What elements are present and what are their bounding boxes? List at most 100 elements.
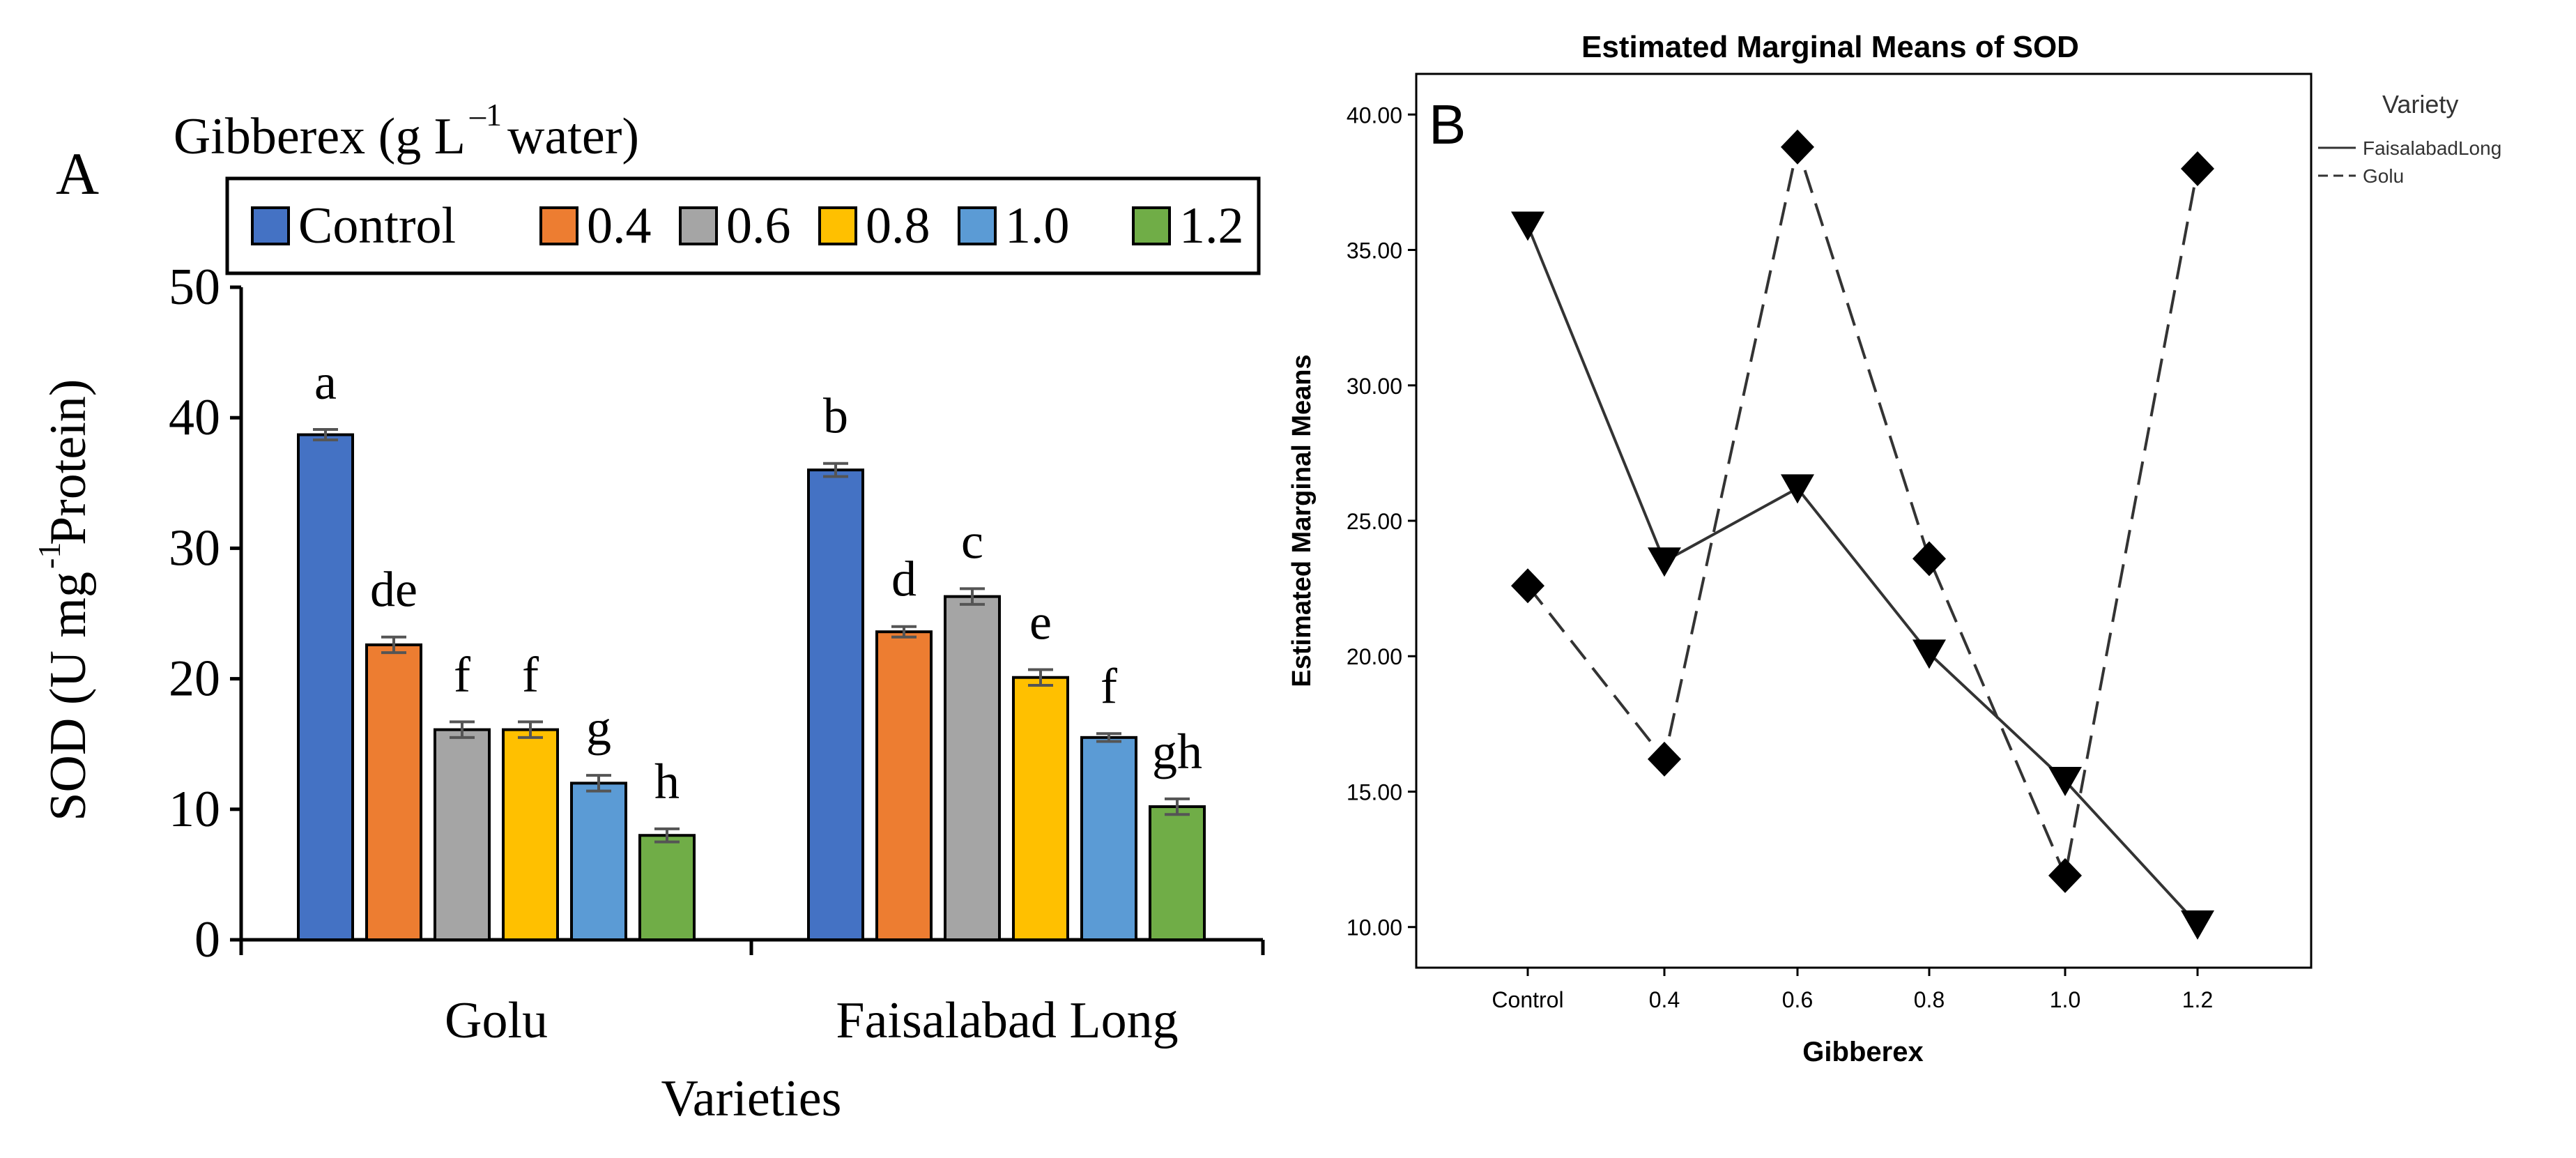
series-lines — [1511, 129, 2214, 940]
legend-label: Control — [298, 197, 456, 254]
y-tick-label: 50 — [169, 259, 220, 316]
y-tick-label: 40.00 — [1347, 102, 1402, 128]
error-bar — [960, 587, 985, 606]
y-tick-label: 35.00 — [1347, 238, 1402, 264]
x-tick-label: 1.0 — [2050, 987, 2080, 1012]
y-axis-ticks: 10.00 15.00 20.00 25.00 30.00 35.00 40.00 — [1347, 102, 1416, 940]
x-tick-label: 0.4 — [1649, 987, 1680, 1012]
significance-letter: b — [823, 388, 848, 444]
significance-letter: h — [654, 754, 680, 809]
y-axis-title: Estimated Marginal Means — [1287, 354, 1317, 687]
marker-diamond — [1912, 541, 1946, 577]
legend-label: Golu — [2363, 165, 2404, 187]
error-bar — [1028, 668, 1053, 687]
panel-a-bar-chart: A Gibberex (g L –1 water) Control 0.4 0.6 0… — [31, 97, 1265, 1127]
series-line-faisalabadlong — [1526, 224, 2199, 926]
bar — [944, 595, 1001, 941]
bar — [1149, 805, 1206, 942]
legend-label: 0.6 — [726, 197, 791, 254]
marker-diamond — [1648, 741, 1681, 777]
marker-triangle — [1511, 211, 1544, 241]
y-tick-label: 20.00 — [1347, 644, 1402, 669]
significance-letter: f — [454, 646, 470, 702]
legend-title: Gibberex (g L — [174, 108, 466, 165]
y-tick-label: 15.00 — [1347, 779, 1402, 805]
marker-triangle — [1912, 639, 1946, 669]
panel-b-label: B — [1429, 93, 1466, 155]
legend-entries: FaisalabadLong Golu — [2318, 137, 2501, 187]
x-axis-title: Varieties — [661, 1070, 842, 1127]
x-axis-ticks: Golu Faisalabad Long — [239, 940, 1265, 1049]
significance-letter: e — [1029, 594, 1052, 650]
y-tick-label: 0 — [194, 911, 220, 968]
bar — [502, 728, 559, 942]
bar — [434, 728, 491, 942]
y-tick-label: 10.00 — [1347, 915, 1402, 940]
marker-triangle — [1781, 474, 1814, 504]
legend-title: Variety — [2382, 90, 2458, 119]
error-bar — [823, 462, 848, 478]
x-tick-label: Control — [1492, 987, 1563, 1012]
bar — [1080, 736, 1137, 941]
y-tick-label: 30.00 — [1347, 374, 1402, 399]
legend-box — [225, 176, 1261, 275]
legend-label: FaisalabadLong — [2363, 137, 2501, 159]
legend-label: 0.4 — [587, 197, 652, 254]
x-axis-title: Gibberex — [1802, 1037, 1923, 1067]
error-bar — [1096, 732, 1121, 743]
error-bar — [518, 720, 543, 739]
plot-frame — [1415, 73, 2313, 969]
significance-letter: f — [1101, 658, 1117, 714]
legend-label: 1.2 — [1179, 197, 1244, 254]
y-tick-label: 20 — [169, 650, 220, 708]
y-tick-label: 10 — [169, 781, 220, 838]
error-bar — [654, 827, 680, 844]
marker-triangle — [1648, 547, 1681, 577]
error-bar — [381, 635, 406, 655]
error-bar — [313, 428, 338, 442]
y-axis-title-main: SOD (U mg — [40, 572, 97, 821]
significance-letter: c — [961, 513, 983, 569]
error-bar — [586, 774, 611, 793]
y-tick-label: 40 — [169, 389, 220, 446]
significance-letter: de — [370, 562, 417, 618]
significance-letter: gh — [1152, 724, 1202, 779]
legend-swatch — [539, 206, 578, 245]
legend-swatch — [679, 206, 718, 245]
marker-triangle — [2181, 910, 2214, 940]
x-tick-label: Golu — [445, 992, 548, 1049]
chart-title: Estimated Marginal Means of SOD — [1581, 30, 2079, 64]
significance-letter: a — [314, 354, 337, 410]
legend-title-end: water) — [507, 108, 639, 165]
panel-a-label: A — [56, 140, 99, 207]
legend-title-sup: –1 — [469, 97, 502, 132]
bar — [297, 433, 354, 941]
bar — [875, 630, 933, 941]
x-axis-ticks: Control 0.4 0.6 0.8 1.0 1.2 — [1492, 968, 2213, 1012]
error-bar — [1165, 797, 1190, 816]
y-tick-label: 30 — [169, 519, 220, 577]
legend-label: 1.0 — [1005, 197, 1070, 254]
legend-entries: Control 0.4 0.6 0.8 1.0 1.2 — [251, 197, 1244, 254]
significance-letter: d — [891, 551, 917, 607]
legend-label: 0.8 — [866, 197, 930, 254]
bar — [1012, 676, 1069, 942]
error-bar — [891, 625, 917, 639]
marker-diamond — [2181, 151, 2214, 186]
legend-swatch — [251, 206, 290, 245]
marker-triangle — [2048, 766, 2082, 796]
panel-b-line-chart: Estimated Marginal Means of SOD B 10.00 1… — [1287, 30, 2501, 1067]
marker-diamond — [1781, 129, 1814, 165]
series-line-golu — [1526, 142, 2199, 881]
y-axis-title-sup: -1 — [31, 542, 67, 569]
error-bar — [450, 720, 475, 739]
y-axis-title: SOD (U mg -1 Protein) — [31, 379, 97, 821]
significance-letter: g — [586, 700, 611, 756]
x-tick-label: 0.8 — [1914, 987, 1945, 1012]
y-axis-ticks: 0 10 20 30 40 50 — [169, 259, 241, 968]
x-tick-label: 1.2 — [2182, 987, 2213, 1012]
y-axis-title-end: Protein) — [40, 379, 97, 545]
marker-diamond — [2048, 858, 2082, 893]
